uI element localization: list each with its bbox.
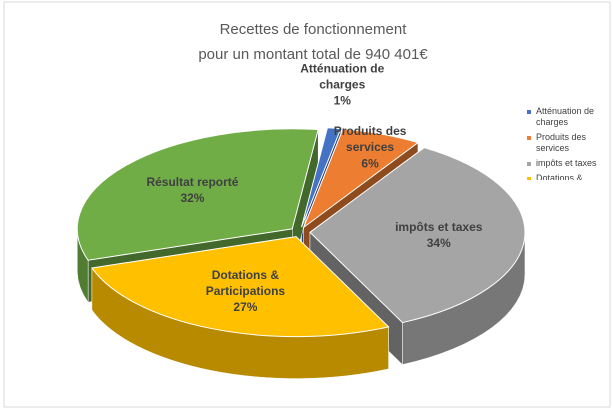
legend-marker <box>527 162 531 166</box>
legend-label: Produits des services <box>536 132 587 153</box>
data-label-category: Produits des services <box>334 124 407 154</box>
data-label-value: 32% <box>180 191 204 205</box>
legend-marker <box>527 136 531 140</box>
legend-marker <box>527 110 531 114</box>
legend-label: impôts et taxes <box>536 158 597 168</box>
slice <box>76 128 319 261</box>
data-label-value: 6% <box>361 156 379 170</box>
slice <box>302 128 420 229</box>
slice <box>91 236 390 338</box>
slice <box>309 147 526 324</box>
data-label-value: 27% <box>233 300 257 314</box>
data-label-category: Atténuation de charges <box>300 62 384 92</box>
legend-marker <box>527 177 531 180</box>
chart-title: Recettes de fonctionnement <box>220 21 408 38</box>
data-label-category: Résultat reporté <box>146 175 238 189</box>
chart-title: pour un montant total de 940 401€ <box>198 46 428 63</box>
legend-label: Atténuation de charges <box>536 106 594 127</box>
data-label-category: impôts et taxes <box>395 220 483 234</box>
pie: Atténuation de charges 1% Produits des servi… <box>76 62 526 379</box>
legend: Atténuation de charges Produits des service… <box>527 106 597 194</box>
slice <box>301 127 342 228</box>
data-label-category: Dotations & Participations <box>206 268 286 298</box>
data-label-value: 1% <box>334 94 352 108</box>
legend-label: Dotations &Participations <box>536 173 591 194</box>
data-label-value: 34% <box>427 236 451 250</box>
